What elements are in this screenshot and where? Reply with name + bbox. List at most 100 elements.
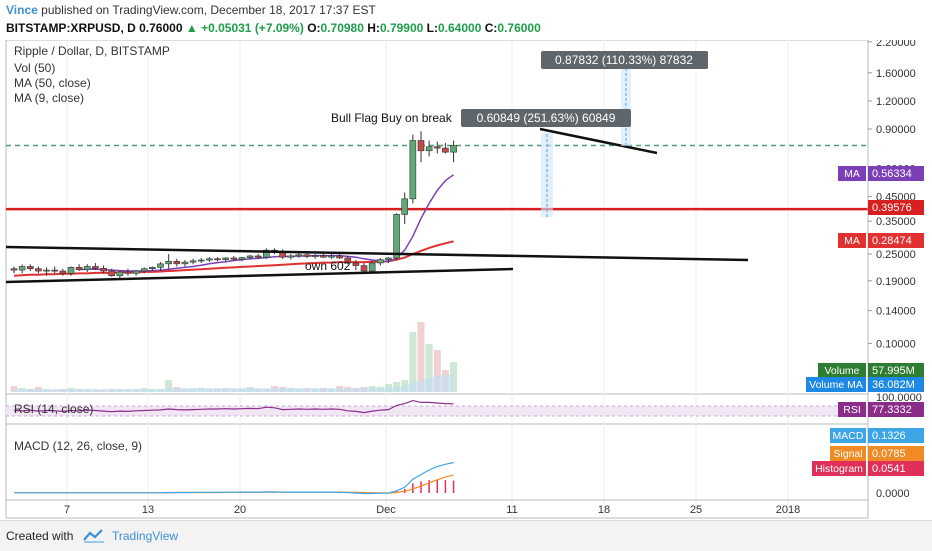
time-tick-label: 7 — [64, 504, 70, 516]
candle[interactable] — [222, 257, 229, 260]
author-link[interactable]: Vince — [6, 3, 38, 17]
candle[interactable] — [149, 267, 156, 270]
legend-ma9: MA (9, close) — [14, 91, 84, 105]
macd-badge-label: MACD — [833, 430, 864, 442]
volume-badge-value-bg — [868, 363, 924, 378]
macd-tick-label: 0.0000 — [876, 488, 910, 500]
ma9-badge-label: MA — [844, 168, 860, 180]
candle[interactable] — [417, 140, 425, 152]
measure-label-2-bg — [541, 51, 708, 69]
candle[interactable] — [197, 259, 205, 262]
candle[interactable] — [409, 140, 417, 200]
ma9-badge-value: 0.56334 — [872, 168, 912, 180]
candle[interactable] — [401, 198, 409, 215]
candle[interactable] — [51, 269, 59, 272]
ma50-badge-value-bg — [868, 233, 924, 248]
candle[interactable] — [10, 268, 18, 271]
close-value: 0.76000 — [497, 21, 541, 35]
candle[interactable] — [442, 147, 449, 153]
candle[interactable] — [108, 270, 115, 277]
histogram-badge-value-bg — [868, 461, 924, 476]
wedge-lower-trendline[interactable] — [5, 267, 514, 284]
candle[interactable] — [83, 266, 91, 270]
candle[interactable] — [425, 146, 433, 152]
macd-badge-value: 0.1326 — [872, 430, 906, 442]
price-tick-label: 1.60000 — [876, 68, 916, 80]
rsi-badge-label-bg — [838, 402, 866, 417]
volume-badge-label: Volume — [824, 365, 859, 377]
candle[interactable] — [189, 260, 197, 263]
candle[interactable] — [206, 258, 213, 261]
chart-svg[interactable]: 2.200001.600001.200000.900000.600000.450… — [0, 40, 932, 520]
candle[interactable] — [320, 255, 327, 258]
ma9-badge-label-bg — [838, 166, 866, 181]
candle[interactable] — [165, 260, 172, 265]
candle[interactable] — [59, 270, 67, 274]
flag-trendline[interactable] — [539, 127, 658, 155]
candle[interactable] — [18, 266, 26, 271]
candle[interactable] — [336, 255, 343, 259]
candle[interactable] — [450, 145, 457, 153]
price-tick-label: 0.19000 — [876, 276, 916, 288]
candle[interactable] — [75, 267, 83, 270]
candle[interactable] — [173, 260, 181, 265]
tradingview-link[interactable]: TradingView — [112, 529, 179, 543]
footer: Created with TradingView — [0, 520, 932, 551]
candle[interactable] — [433, 146, 441, 149]
candle[interactable] — [254, 255, 262, 258]
candle[interactable] — [385, 257, 392, 260]
candle[interactable] — [116, 271, 124, 277]
created-with-text: Created with — [6, 529, 74, 543]
candle[interactable] — [67, 267, 75, 274]
candle[interactable] — [328, 255, 335, 258]
rsi-line[interactable] — [13, 399, 454, 414]
measure-label-1-bg — [461, 109, 631, 127]
candle[interactable] — [26, 266, 34, 270]
candle[interactable] — [303, 254, 311, 257]
last-price: 0.76000 — [139, 21, 183, 35]
macd-line[interactable] — [14, 461, 454, 495]
measure-label-1[interactable]: 0.60849 (251.63%) 60849 — [477, 111, 616, 125]
candle[interactable] — [124, 271, 132, 274]
measure-zone-2[interactable] — [621, 68, 631, 146]
candle[interactable] — [295, 254, 303, 257]
candle[interactable] — [360, 265, 368, 272]
own-annotation[interactable]: own 602 — [305, 259, 351, 273]
volume-bar — [425, 344, 433, 392]
rsi-badge-value: 77.3332 — [872, 404, 912, 416]
candle[interactable] — [352, 262, 360, 266]
price-tick-label: 0.90000 — [876, 124, 916, 136]
candle[interactable] — [92, 266, 99, 269]
candle[interactable] — [344, 257, 352, 264]
published-text: published on TradingView.com, December 1… — [41, 3, 376, 17]
candle[interactable] — [368, 262, 376, 272]
candle[interactable] — [376, 259, 384, 264]
candle[interactable] — [181, 261, 189, 265]
candle[interactable] — [238, 257, 246, 260]
histogram-badge-value: 0.0541 — [872, 463, 906, 475]
tradingview-logo-icon[interactable] — [82, 528, 106, 544]
time-tick-label: 2018 — [776, 504, 800, 516]
macd-badge-label-bg — [830, 428, 866, 443]
candle[interactable] — [157, 263, 164, 268]
signal-badge-value: 0.0785 — [872, 448, 906, 460]
measure-label-2[interactable]: 0.87832 (110.33%) 87832 — [555, 53, 693, 67]
price-tick-label: 1.20000 — [876, 96, 916, 108]
candle[interactable] — [214, 258, 221, 261]
ma50-badge-value: 0.28474 — [872, 235, 912, 247]
candle[interactable] — [140, 268, 148, 272]
candle[interactable] — [311, 255, 319, 257]
candle[interactable] — [100, 267, 107, 272]
candle[interactable] — [287, 255, 295, 258]
candle[interactable] — [132, 270, 140, 274]
time-tick-label: 11 — [506, 504, 517, 516]
candle[interactable] — [393, 214, 400, 259]
candle[interactable] — [35, 268, 42, 272]
candle[interactable] — [263, 249, 270, 258]
candle[interactable] — [246, 255, 254, 258]
candle[interactable] — [230, 257, 238, 260]
wedge-upper-trendline[interactable] — [5, 245, 749, 262]
volume-bar — [409, 332, 417, 392]
candle[interactable] — [43, 269, 50, 272]
bull-flag-annotation[interactable]: Bull Flag Buy on break — [331, 111, 453, 125]
